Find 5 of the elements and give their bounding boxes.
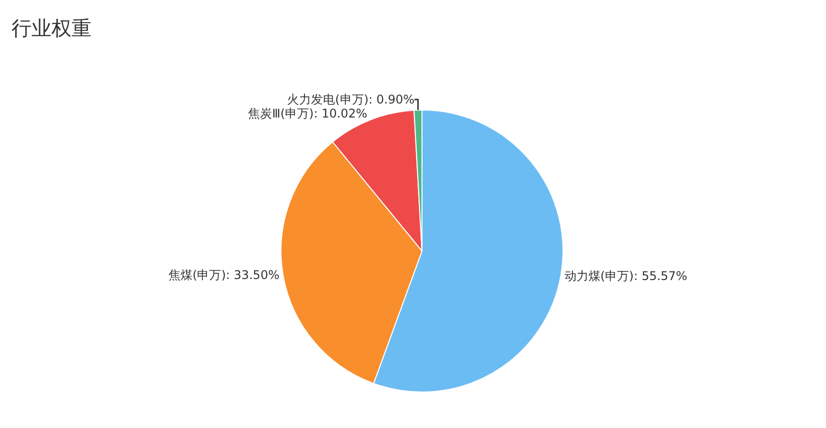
slice-label: 焦炭Ⅲ(申万): 10.02% [248,106,368,121]
chart-title: 行业权重 [12,16,92,40]
slice-label: 焦煤(申万): 33.50% [168,268,280,282]
slice-label: 动力煤(申万): 55.57% [564,268,688,283]
slice-label: 火力发电(申万): 0.90% [287,92,415,107]
